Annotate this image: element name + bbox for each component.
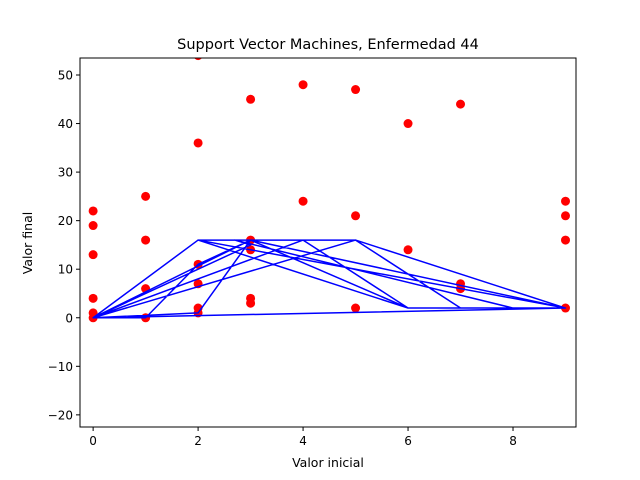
x-tick-label: 8 [509, 434, 517, 448]
axes-frame [79, 57, 577, 428]
scatter-point [351, 85, 361, 95]
y-tick-label: 40 [58, 117, 73, 131]
scatter-point [193, 138, 203, 148]
svm-prediction-line [92, 239, 567, 319]
scatter-point [403, 245, 413, 255]
scatter-point [141, 235, 151, 245]
scatter-point [351, 211, 361, 221]
chart-title: Support Vector Machines, Enfermedad 44 [177, 37, 479, 53]
scatter-point [88, 206, 98, 216]
scatter-point [246, 298, 256, 308]
axis-ticks: 0 2 4 6 8 −20 −10 0 10 20 30 40 50 [48, 68, 517, 448]
y-tick-label: 10 [58, 263, 73, 277]
x-axis-label: Valor inicial [292, 455, 364, 470]
scatter-point [246, 94, 256, 104]
y-tick-label: −10 [48, 360, 73, 374]
scatter-point [561, 196, 570, 206]
y-tick-label: 30 [58, 166, 73, 180]
scatter-point [298, 196, 308, 206]
scatter-point [298, 80, 308, 90]
y-axis-label: Valor final [20, 212, 35, 274]
x-tick-label: 4 [299, 434, 307, 448]
scatter-point [194, 58, 202, 61]
y-tick-label: 20 [58, 214, 73, 228]
scatter-point [351, 303, 361, 313]
y-tick-label: 0 [65, 311, 73, 325]
scatter-point [141, 191, 151, 201]
scatter-point [403, 119, 413, 129]
scatter-point [88, 293, 98, 303]
scatter-point [561, 211, 570, 221]
y-tick-label: 50 [58, 68, 73, 82]
scatter-point [88, 250, 98, 260]
scatter-point [88, 221, 98, 231]
scatter-point [456, 99, 466, 109]
x-tick-label: 2 [194, 434, 202, 448]
x-tick-label: 6 [404, 434, 412, 448]
x-tick-label: 0 [89, 434, 97, 448]
y-tick-label: −20 [48, 408, 73, 422]
scatter-point [561, 235, 570, 245]
